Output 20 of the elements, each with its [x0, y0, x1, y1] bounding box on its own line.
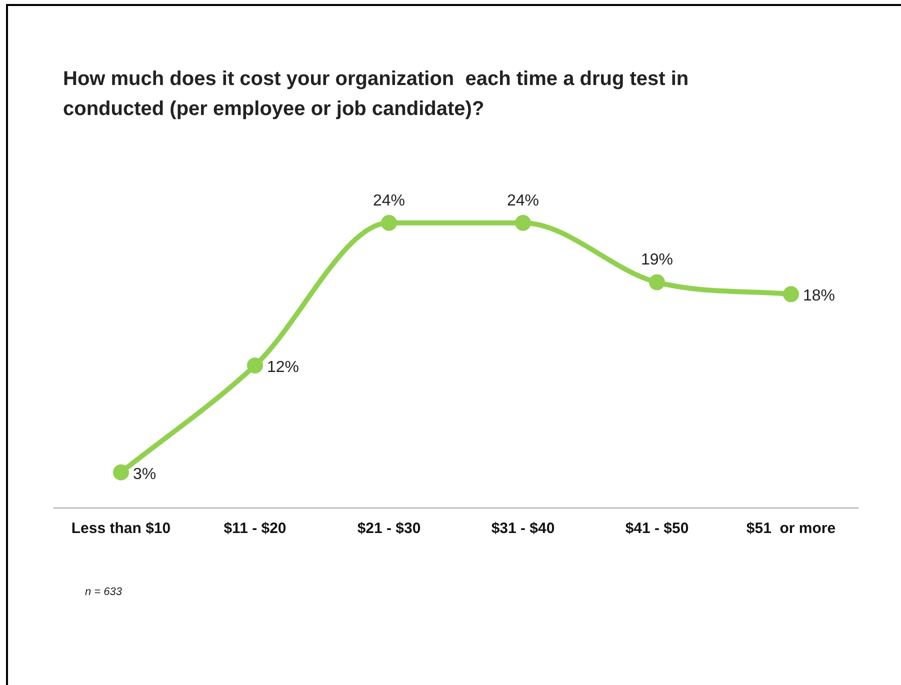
data-label: 18%: [803, 288, 836, 305]
x-tick-label: $21 - $30: [357, 520, 421, 538]
x-tick-label: $41 - $50: [625, 520, 689, 538]
point: [381, 214, 397, 231]
point: [783, 286, 799, 302]
point: [515, 214, 531, 231]
text: n = 633: [85, 586, 122, 598]
point: [649, 274, 665, 290]
point: [247, 357, 263, 374]
data-label: 24%: [506, 192, 540, 210]
x-tick-label: Less than $10: [71, 520, 171, 538]
chart-title: How much does it cost your organization each time a drug test in conducted (per employee or job candidate)?: [63, 67, 690, 122]
data-label: 24%: [372, 192, 406, 210]
data-label: 3%: [133, 466, 156, 483]
data-label: 12%: [267, 358, 300, 376]
x-tick-label: $51 or more: [746, 520, 836, 538]
x-tick-label: $31 - $40: [491, 520, 555, 538]
data-label: 19%: [640, 252, 674, 269]
point: [113, 464, 129, 480]
x-tick-label: $11 - $20: [224, 520, 286, 538]
